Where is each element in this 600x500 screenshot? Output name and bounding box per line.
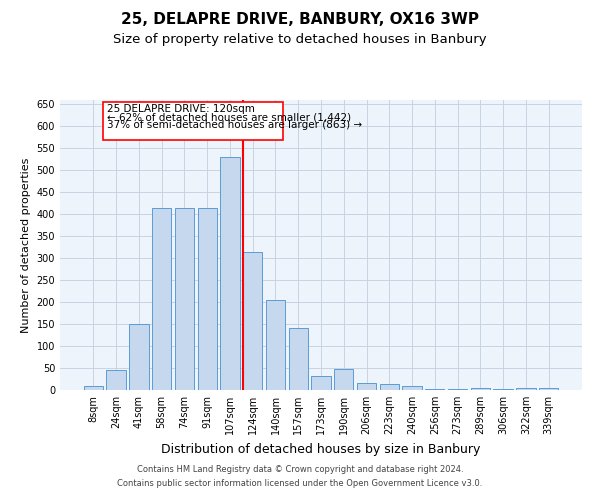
Bar (289, 328, 308, 390)
Bar (84, 386, 103, 390)
Bar (311, 376, 331, 390)
Text: 37% of semi-detached houses are larger (863) →: 37% of semi-detached houses are larger (… (107, 120, 362, 130)
Bar (266, 300, 285, 390)
Bar (129, 324, 149, 390)
FancyBboxPatch shape (103, 102, 283, 140)
Bar (493, 388, 513, 390)
Text: 25 DELAPRE DRIVE: 120sqm: 25 DELAPRE DRIVE: 120sqm (107, 104, 254, 115)
Y-axis label: Number of detached properties: Number of detached properties (21, 158, 31, 332)
X-axis label: Distribution of detached houses by size in Banbury: Distribution of detached houses by size … (161, 442, 481, 456)
Bar (448, 388, 467, 390)
Bar (334, 370, 353, 390)
Bar (220, 157, 239, 390)
Text: 25, DELAPRE DRIVE, BANBURY, OX16 3WP: 25, DELAPRE DRIVE, BANBURY, OX16 3WP (121, 12, 479, 28)
Bar (243, 252, 262, 390)
Bar (106, 370, 126, 390)
Text: Size of property relative to detached houses in Banbury: Size of property relative to detached ho… (113, 32, 487, 46)
Text: ← 62% of detached houses are smaller (1,442): ← 62% of detached houses are smaller (1,… (107, 112, 351, 122)
Bar (470, 388, 490, 390)
Bar (357, 384, 376, 390)
Bar (403, 386, 422, 390)
Bar (152, 208, 172, 390)
Bar (425, 388, 445, 390)
Bar (380, 384, 399, 390)
Bar (197, 208, 217, 390)
Bar (539, 388, 558, 390)
Bar (175, 208, 194, 390)
Text: Contains HM Land Registry data © Crown copyright and database right 2024.
Contai: Contains HM Land Registry data © Crown c… (118, 466, 482, 487)
Bar (516, 388, 536, 390)
